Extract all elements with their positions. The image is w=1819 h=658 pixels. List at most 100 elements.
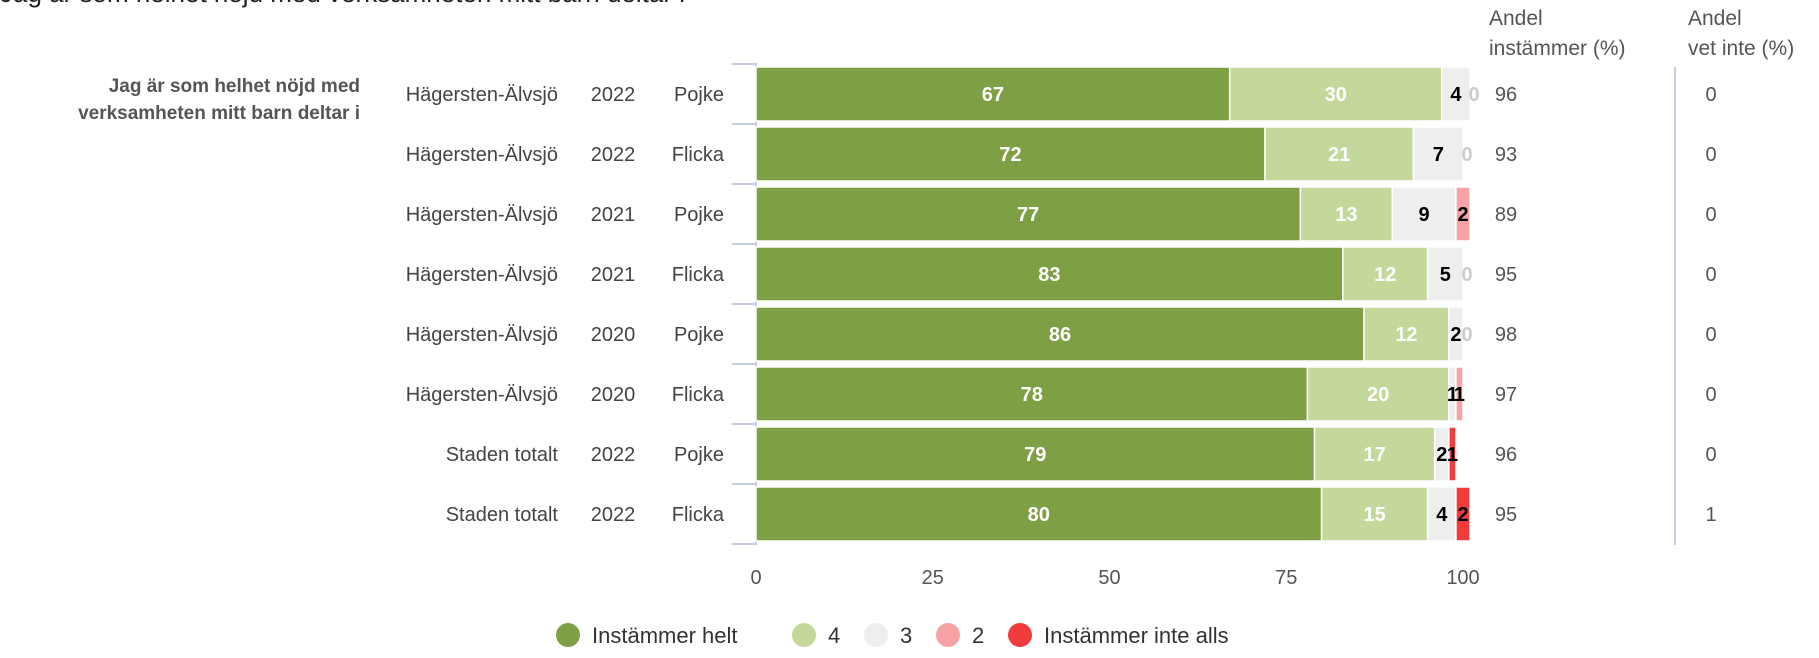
bar-data-label: 7 — [1433, 144, 1444, 166]
bar-segment — [1426, 246, 1464, 302]
row-year-label: 2022 — [591, 144, 636, 166]
row-area-label: Hägersten-Älvsjö — [406, 204, 558, 226]
andel-vet-inte-value: 1 — [1705, 504, 1716, 526]
bar-data-label: 9 — [1419, 204, 1430, 226]
legend-label: 3 — [900, 623, 912, 648]
andel-vet-inte-value: 0 — [1705, 144, 1716, 166]
bar-data-label: 12 — [1395, 324, 1417, 346]
bar-segment — [1448, 426, 1457, 482]
legend-label: 4 — [828, 623, 840, 648]
bar-data-label: 86 — [1049, 324, 1071, 346]
bar-segment — [755, 426, 1316, 482]
bar-data-label: 2 — [1457, 504, 1468, 526]
legend: Instämmer helt 4 3 2 Instämmer inte alls — [0, 617, 1819, 653]
bar-data-label: 5 — [1440, 264, 1451, 286]
x-tick-label: 75 — [1275, 567, 1297, 589]
legend-marker — [864, 623, 888, 647]
bar-segment — [1342, 246, 1429, 302]
bar-data-label: 2 — [1450, 324, 1461, 346]
row-area-label: Staden totalt — [446, 504, 559, 526]
andel-instammer-value: 89 — [1495, 204, 1517, 226]
row-area-label: Hägersten-Älvsjö — [406, 144, 558, 166]
bar-data-label: 4 — [1450, 84, 1462, 106]
bar-segment — [755, 126, 1266, 182]
bar-data-label: 80 — [1028, 504, 1050, 526]
bar-segment — [1299, 186, 1394, 242]
bar-data-label: 0 — [1461, 144, 1472, 166]
x-tick-label: 0 — [750, 567, 761, 589]
bar-data-label: 21 — [1328, 144, 1350, 166]
bar-data-label: 0 — [1461, 264, 1472, 286]
andel-instammer-value: 96 — [1495, 84, 1517, 106]
andel-instammer-value: 98 — [1495, 324, 1517, 346]
row-area-label: Hägersten-Älvsjö — [406, 324, 558, 346]
andel-instammer-value: 97 — [1495, 384, 1517, 406]
bar-data-label: 78 — [1021, 384, 1043, 406]
andel-vet-inte-value: 0 — [1705, 324, 1716, 346]
x-tick-label: 100 — [1446, 567, 1479, 589]
bar-data-label: 20 — [1367, 384, 1389, 406]
header-andel-vet-inte: Andel vet inte (%) — [1688, 7, 1795, 60]
bar-segment — [1455, 486, 1471, 542]
legend-label: Instämmer helt — [592, 623, 738, 648]
andel-instammer-value: 96 — [1495, 444, 1517, 466]
bar-data-label: 2 — [1457, 204, 1468, 226]
legend-label: Instämmer inte alls — [1044, 623, 1229, 648]
andel-instammer-value: 93 — [1495, 144, 1517, 166]
row-gender-label: Flicka — [672, 144, 725, 166]
row-year-label: 2021 — [591, 204, 636, 226]
andel-vet-inte-value: 0 — [1705, 204, 1716, 226]
andel-vet-inte-value: 0 — [1705, 384, 1716, 406]
bar-data-label: 1 — [1447, 384, 1458, 406]
legend-marker — [936, 623, 960, 647]
row-gender-label: Pojke — [674, 444, 724, 466]
andel-vet-inte-value: 0 — [1705, 264, 1716, 286]
bar-segment — [1363, 306, 1450, 362]
bar-segment — [1455, 366, 1464, 422]
row-year-label: 2021 — [591, 264, 636, 286]
bar-data-label: 83 — [1038, 264, 1060, 286]
bar-segment — [1391, 186, 1457, 242]
row-gender-label: Flicka — [672, 264, 725, 286]
question-label-line: Jag är som helhet nöjd med — [109, 76, 360, 97]
bar-segment — [1264, 126, 1415, 182]
bar-data-label: 30 — [1325, 84, 1347, 106]
bar-data-label: 15 — [1364, 504, 1386, 526]
bar-segment — [1441, 66, 1471, 122]
andel-vet-inte-value: 0 — [1705, 84, 1716, 106]
legend-marker — [556, 623, 580, 647]
row-area-label: Hägersten-Älvsjö — [406, 264, 558, 286]
bar-segment — [755, 366, 1309, 422]
x-tick-label: 25 — [922, 567, 944, 589]
row-area-label: Hägersten-Älvsjö — [406, 84, 558, 106]
bar-data-label: 0 — [1469, 84, 1480, 106]
bar-data-label: 17 — [1364, 444, 1386, 466]
bar-segment — [1306, 366, 1450, 422]
bar-data-label: 72 — [999, 144, 1021, 166]
andel-vet-inte-value: 0 — [1705, 444, 1716, 466]
chart-title: Jag är som helhet nöjd med verksamheten … — [0, 0, 685, 9]
bar-data-label: 77 — [1017, 204, 1039, 226]
andel-instammer-value: 95 — [1495, 264, 1517, 286]
bar-data-label: 13 — [1335, 204, 1357, 226]
bar-segment — [1228, 66, 1443, 122]
bar-data-label: 1 — [1447, 444, 1458, 466]
row-year-label: 2022 — [591, 444, 636, 466]
legend-marker — [1008, 623, 1032, 647]
bar-data-label: 0 — [1461, 324, 1472, 346]
bar-segment — [755, 66, 1231, 122]
row-gender-label: Flicka — [672, 384, 725, 406]
row-gender-label: Flicka — [672, 504, 725, 526]
question-label-line: verksamheten mitt barn deltar i — [78, 103, 360, 124]
row-area-label: Staden totalt — [446, 444, 559, 466]
row-gender-label: Pojke — [674, 84, 724, 106]
andel-instammer-value: 95 — [1495, 504, 1517, 526]
bar-segment — [1426, 486, 1457, 542]
x-tick-label: 50 — [1098, 567, 1120, 589]
header-andel-instammer: Andel instämmer (%) — [1489, 7, 1626, 60]
row-area-label: Hägersten-Älvsjö — [406, 384, 558, 406]
row-gender-label: Pojke — [674, 324, 724, 346]
row-year-label: 2022 — [591, 504, 636, 526]
bar-segment — [1313, 426, 1436, 482]
